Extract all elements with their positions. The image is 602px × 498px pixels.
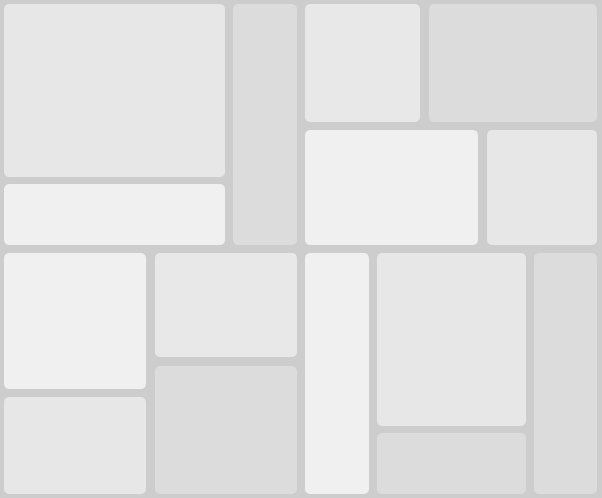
panel-12 bbox=[305, 253, 369, 494]
panel-13 bbox=[377, 253, 526, 426]
panel-10 bbox=[155, 253, 297, 357]
panel-1 bbox=[4, 4, 225, 177]
panel-6 bbox=[305, 130, 478, 245]
panel-14 bbox=[377, 433, 526, 494]
panel-9 bbox=[4, 397, 146, 494]
panel-11 bbox=[155, 366, 297, 494]
panel-2 bbox=[4, 184, 225, 245]
panel-8 bbox=[4, 253, 146, 389]
panel-7 bbox=[487, 130, 597, 245]
panel-15 bbox=[534, 253, 597, 494]
panel-4 bbox=[305, 4, 420, 122]
panel-5 bbox=[429, 4, 597, 122]
panel-3 bbox=[233, 4, 297, 245]
